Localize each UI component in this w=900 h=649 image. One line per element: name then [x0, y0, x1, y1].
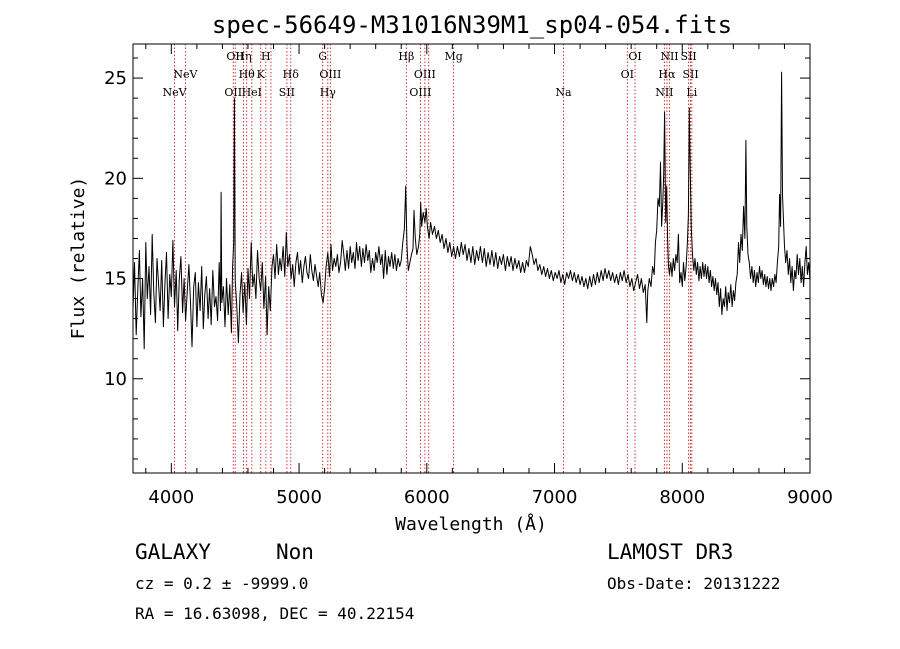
spectrum-line	[132, 71, 811, 350]
line-label-25: NII	[660, 50, 678, 63]
y-axis-ticks: 10 15 20 25	[104, 57, 810, 460]
object-subclass: Non	[276, 540, 314, 564]
line-label-5: Hθ	[239, 68, 256, 81]
line-label-27: SII	[682, 68, 698, 81]
line-label-28: Li	[686, 86, 697, 99]
y-tick-label: 25	[104, 68, 127, 89]
y-tick-label: 20	[104, 168, 127, 189]
line-label-19: Mg	[444, 50, 462, 63]
line-label-17: OIII	[414, 68, 436, 81]
survey-name: LAMOST DR3	[607, 540, 733, 564]
line-label-6: HeI	[242, 86, 262, 99]
line-label-7: K	[257, 68, 266, 81]
line-label-10: SII	[279, 86, 295, 99]
line-label-14: OIII	[319, 68, 341, 81]
y-tick-label: 15	[104, 269, 127, 290]
x-tick-label: 4000	[148, 487, 194, 508]
x-tick-label: 7000	[532, 487, 578, 508]
y-tick-label: 10	[104, 369, 127, 390]
spectrum-series	[132, 71, 811, 350]
line-label-20: Na	[555, 86, 572, 99]
chart-title: spec-56649-M31016N39M1_sp04-054.fits	[212, 11, 732, 39]
line-label-26: SII	[681, 50, 697, 63]
line-label-23: NII	[655, 86, 673, 99]
line-label-2: OII	[224, 86, 242, 99]
obs-date: Obs-Date: 20131222	[607, 574, 780, 593]
line-label-22: OI	[628, 50, 641, 63]
x-tick-label: 8000	[659, 487, 705, 508]
line-label-21: OI	[621, 68, 634, 81]
line-label-15: Hβ	[398, 50, 414, 63]
redshift-cz: cz = 0.2 ± -9999.0	[135, 574, 308, 593]
line-label-8: H	[261, 50, 271, 63]
line-label-13: Hγ	[320, 86, 337, 99]
x-tick-label: 5000	[276, 487, 322, 508]
line-label-16: OIII	[409, 86, 431, 99]
x-tick-label: 9000	[787, 487, 833, 508]
x-tick-label: 6000	[404, 487, 450, 508]
line-label-0: NeV	[162, 86, 187, 99]
line-label-11: Hδ	[283, 68, 300, 81]
line-label-3: OII	[226, 50, 244, 63]
x-axis-label: Wavelength (Å)	[395, 513, 547, 535]
line-label-24: Hα	[658, 68, 676, 81]
y-axis-label: Flux (relative)	[68, 177, 89, 340]
line-labels: NeVNeVOIIOIIHηHθHeIKHSIIHδGHγOIIIHβOIIIO…	[162, 50, 698, 99]
coordinates: RA = 16.63098, DEC = 40.22154	[135, 604, 414, 623]
line-label-1: NeV	[173, 68, 198, 81]
x-axis-ticks: 4000 5000 6000 7000 8000 9000	[145, 44, 833, 508]
line-label-12: G	[318, 50, 327, 63]
line-label-4: Hη	[235, 50, 251, 63]
object-class: GALAXY	[135, 540, 211, 564]
